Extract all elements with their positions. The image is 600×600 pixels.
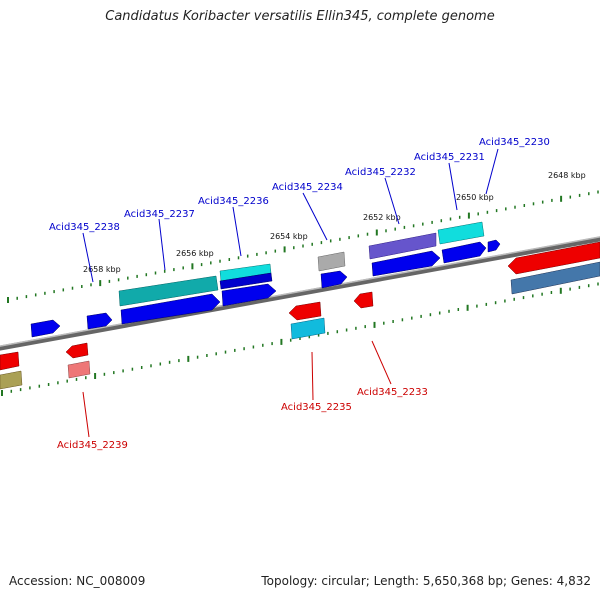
gene-arrow-acid345-2235[interactable] (288, 301, 322, 321)
tick-label-2656: 2656 kbp (176, 249, 214, 258)
tick-label-2652: 2652 kbp (363, 213, 401, 222)
tick-track-lower (1, 282, 599, 396)
tick-labels: 2648 kbp 2650 kbp 2652 kbp 2654 kbp 2656… (83, 171, 586, 274)
gene-bar-acid345-2239-pink[interactable] (67, 360, 91, 379)
reverse-genes (0, 241, 600, 390)
accession-text: Accession: NC_008009 (9, 574, 146, 588)
gene-label-acid345-2238[interactable]: Acid345_2238 (49, 222, 120, 233)
gene-arrow-left-unnamed[interactable] (30, 319, 61, 338)
gene-bar-reverse-right-steel[interactable] (510, 261, 600, 295)
gene-arrow-left-reverse[interactable] (0, 351, 20, 371)
gene-arrow-reverse-right-1[interactable] (507, 241, 600, 275)
tick-label-2654: 2654 kbp (270, 232, 308, 241)
genome-summary-text: Topology: circular; Length: 5,650,368 bp… (261, 574, 591, 588)
gene-bar-left-olive[interactable] (0, 370, 23, 390)
gene-bar-acid345-2232-purple[interactable] (368, 232, 437, 260)
gene-bar-acid345-2234-gray[interactable] (317, 251, 346, 272)
gene-arrow-acid345-2236[interactable] (221, 283, 277, 307)
genome-backbone (0, 236, 600, 351)
callout-lines (82, 148, 499, 438)
gene-arrow-acid345-2238[interactable] (86, 312, 113, 330)
tick-label-2648: 2648 kbp (548, 171, 586, 180)
gene-label-acid345-2230[interactable]: Acid345_2230 (479, 137, 550, 148)
gene-label-acid345-2237[interactable]: Acid345_2237 (124, 209, 195, 220)
gene-label-acid345-2234[interactable]: Acid345_2234 (272, 182, 343, 193)
gene-label-acid345-2233[interactable]: Acid345_2233 (357, 387, 428, 398)
gene-arrow-acid345-2231[interactable] (441, 241, 487, 264)
tick-label-2658: 2658 kbp (83, 265, 121, 274)
gene-arrow-acid345-2237[interactable] (120, 293, 221, 325)
genome-backbone-highlight (0, 236, 600, 347)
gene-labels: Acid345_2230 Acid345_2231 Acid345_2232 A… (49, 137, 550, 451)
gene-arrow-acid345-2232[interactable] (371, 250, 441, 277)
gene-bar-acid345-2231-cyan[interactable] (437, 221, 485, 245)
forward-genes (30, 221, 501, 338)
gene-bar-acid345-2236-blue[interactable] (219, 272, 273, 290)
gene-bar-acid345-2235-cyan[interactable] (290, 317, 326, 340)
gene-arrow-acid345-2230[interactable] (487, 239, 501, 253)
page-title: Candidatus Koribacter versatilis Ellin34… (105, 9, 495, 24)
gene-label-acid345-2235[interactable]: Acid345_2235 (281, 402, 352, 413)
tick-track-upper (7, 190, 599, 303)
gene-label-acid345-2231[interactable]: Acid345_2231 (414, 152, 485, 163)
gene-arrow-acid345-2239[interactable] (65, 342, 89, 359)
gene-arrow-acid345-2233[interactable] (353, 291, 374, 309)
tick-label-2650: 2650 kbp (456, 193, 494, 202)
gene-bar-acid345-2237-teal[interactable] (118, 275, 219, 307)
gene-label-acid345-2232[interactable]: Acid345_2232 (345, 167, 416, 178)
gene-arrow-acid345-2234[interactable] (320, 270, 348, 289)
gene-label-acid345-2239[interactable]: Acid345_2239 (57, 440, 128, 451)
gene-label-acid345-2236[interactable]: Acid345_2236 (198, 196, 269, 207)
